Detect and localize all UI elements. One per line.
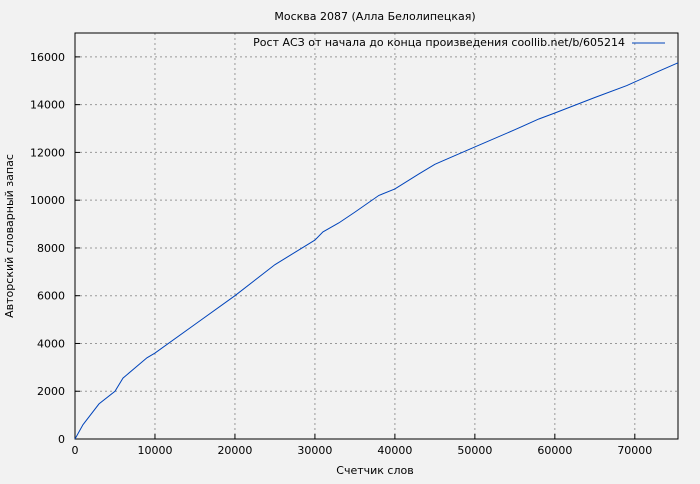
legend-label: Рост АСЗ от начала до конца произведения… <box>253 36 625 49</box>
y-axis-label: Авторский словарный запас <box>3 154 16 318</box>
x-tick-label: 60000 <box>537 444 572 457</box>
x-tick-label: 30000 <box>297 444 332 457</box>
y-tick-label: 4000 <box>37 337 65 350</box>
x-tick-label: 0 <box>72 444 79 457</box>
y-tick-label: 0 <box>58 433 65 446</box>
x-tick-label: 50000 <box>457 444 492 457</box>
y-tick-label: 8000 <box>37 242 65 255</box>
x-tick-label: 10000 <box>137 444 172 457</box>
y-tick-label: 10000 <box>30 194 65 207</box>
x-axis-label: Счетчик слов <box>336 464 413 477</box>
chart-title: Москва 2087 (Алла Белолипецкая) <box>274 10 475 23</box>
y-tick-label: 2000 <box>37 385 65 398</box>
x-tick-label: 70000 <box>617 444 652 457</box>
y-tick-label: 12000 <box>30 146 65 159</box>
y-tick-label: 14000 <box>30 99 65 112</box>
y-tick-label: 6000 <box>37 290 65 303</box>
x-tick-label: 20000 <box>217 444 252 457</box>
x-tick-label: 40000 <box>377 444 412 457</box>
series-line <box>74 62 679 440</box>
plot-frame <box>74 32 679 440</box>
y-tick-label: 16000 <box>30 51 65 64</box>
